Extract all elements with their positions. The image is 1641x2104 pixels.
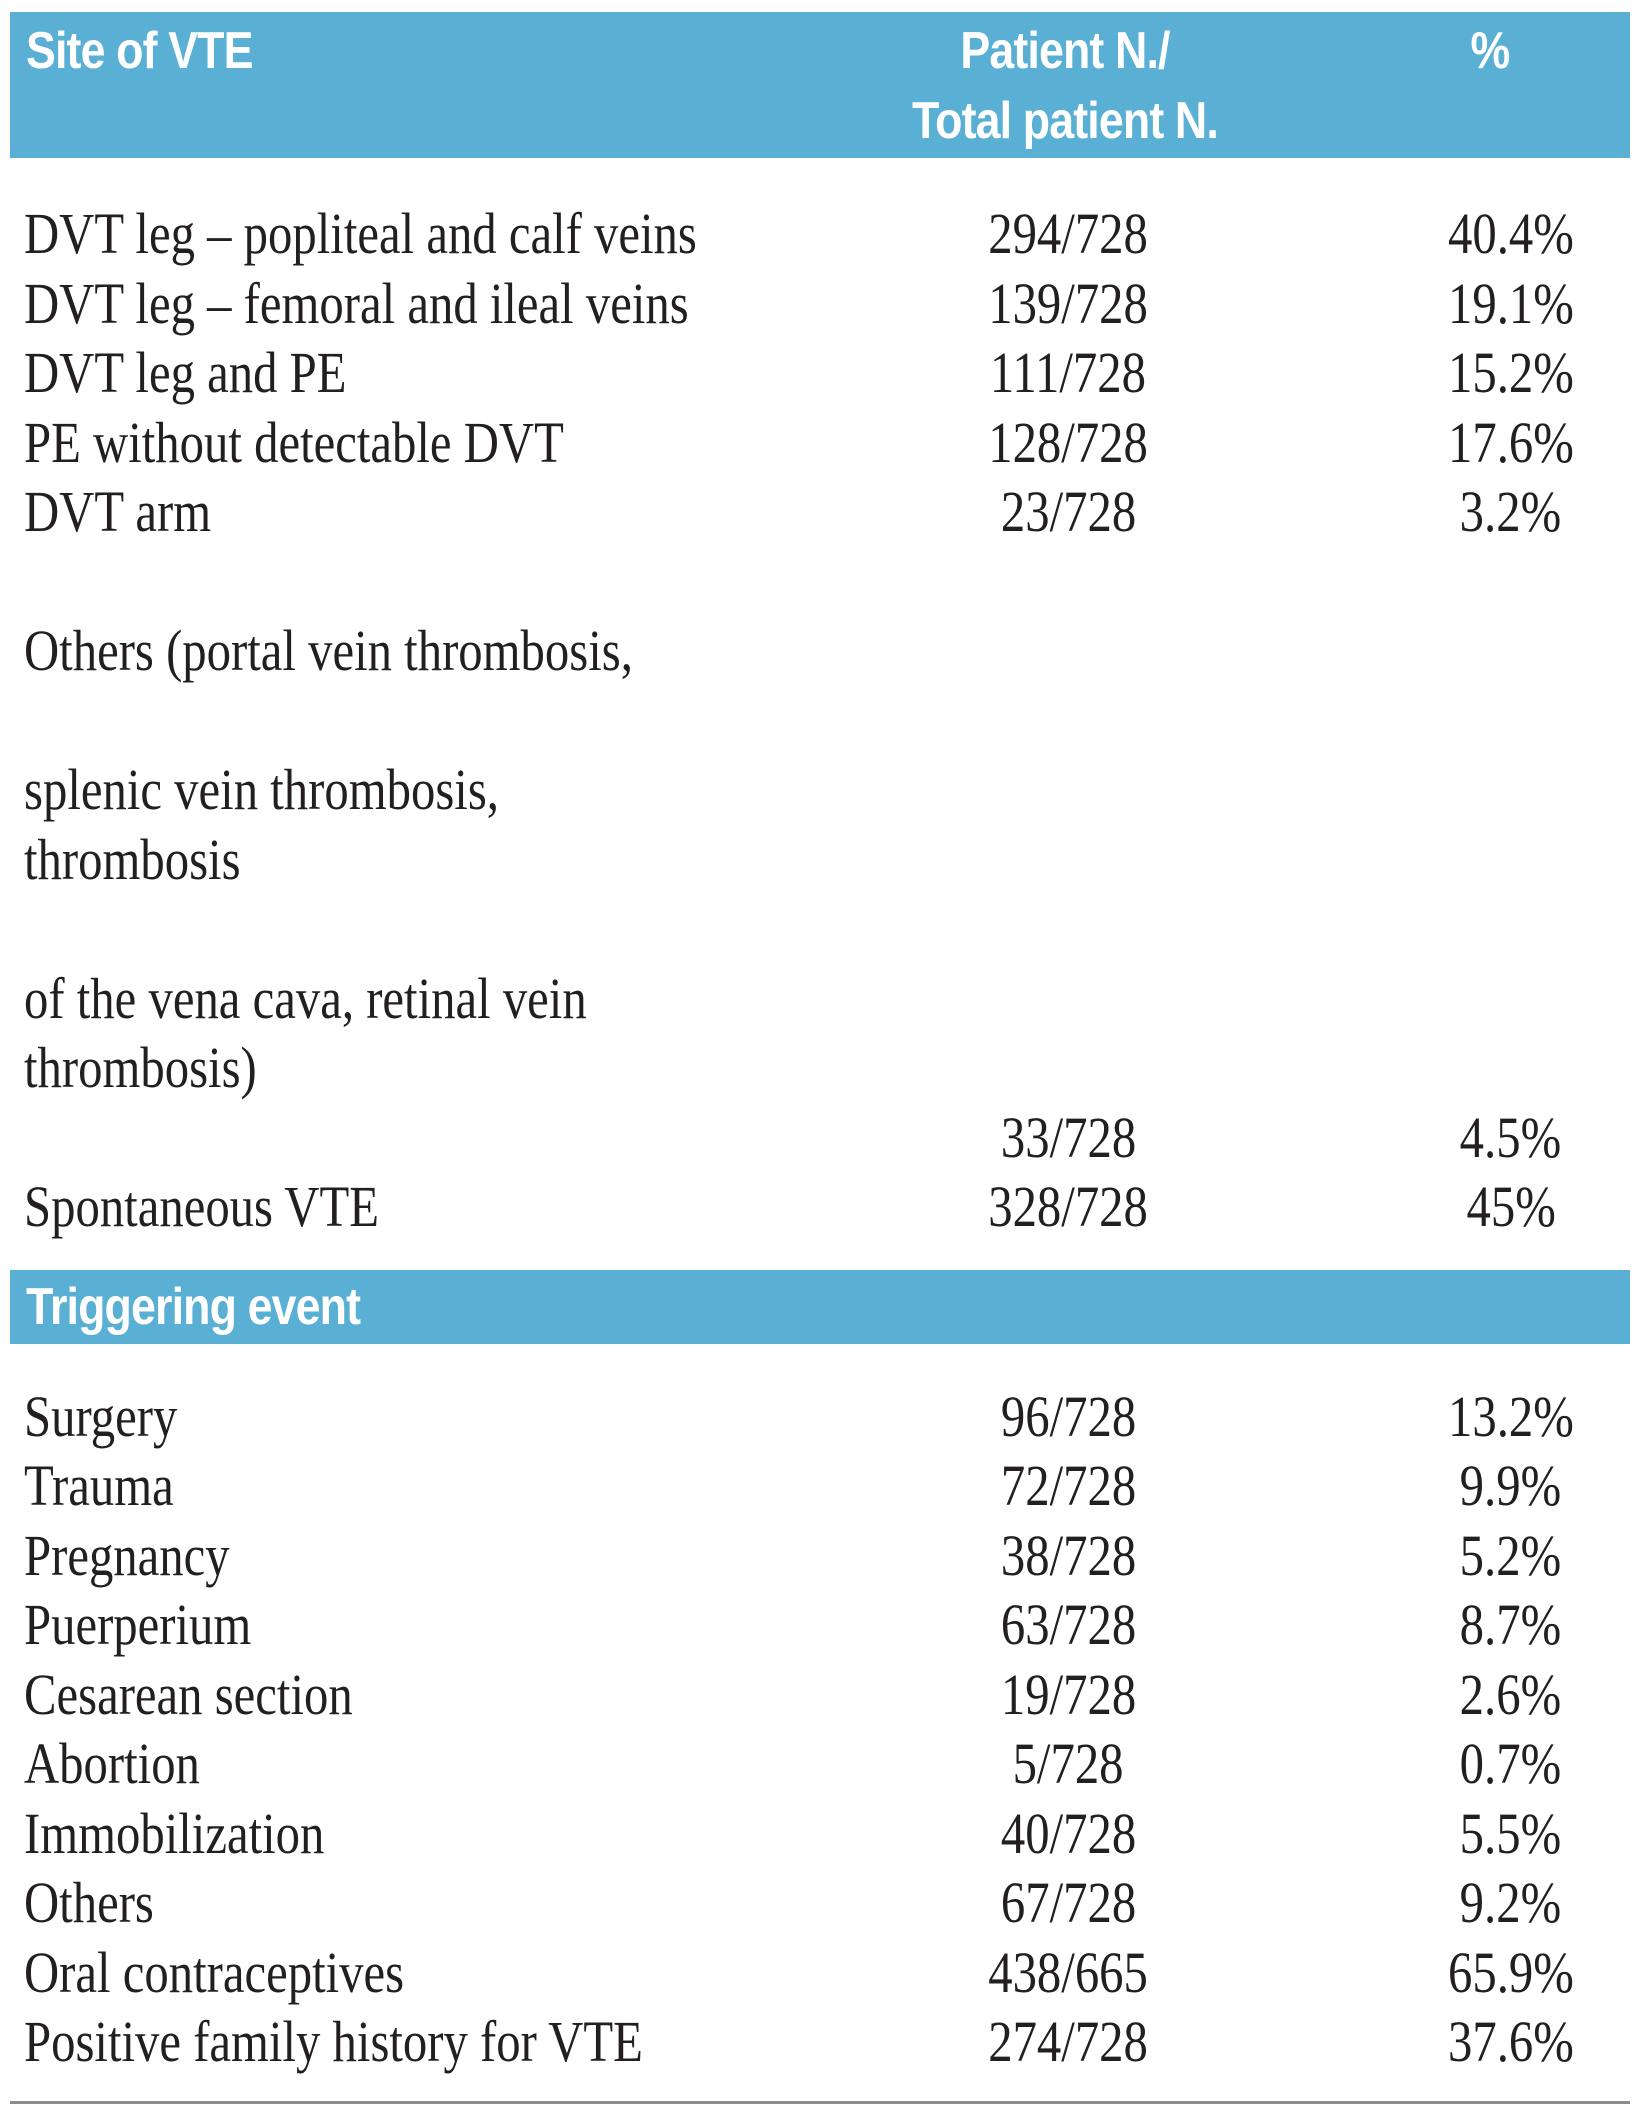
row-count: 38/728: [1000, 1522, 1136, 1588]
header-site-of-vte: Site of VTE: [26, 22, 253, 80]
row-label: Positive family history for VTE: [24, 2009, 643, 2074]
row-percent: 40.4%: [1447, 201, 1574, 266]
header-triggering-event: Triggering event: [26, 1277, 361, 1336]
row-percent: 37.6%: [1447, 2009, 1574, 2074]
table-bottom-rule: [10, 2100, 1630, 2104]
table-row: Others 67/728 9.2%: [10, 1868, 1630, 1938]
row-label-line: of the vena cava, retinal vein thrombosi…: [24, 965, 587, 1101]
row-count: 274/728: [988, 2009, 1148, 2074]
row-count: 96/728: [1000, 1383, 1136, 1449]
row-label: Surgery: [24, 1383, 178, 1449]
row-percent: 9.9%: [1460, 1453, 1562, 1518]
table-row: DVT leg – femoral and ileal veins 139/72…: [10, 269, 1630, 339]
row-label: Cesarean section: [24, 1661, 353, 1727]
table-row: Immobilization 40/728 5.5%: [10, 1799, 1630, 1869]
section-header-triggering-event: Triggering event: [10, 1269, 1630, 1344]
row-percent: 3.2%: [1460, 479, 1562, 544]
row-count: 19/728: [1000, 1661, 1136, 1727]
table-row: Cesarean section 19/728 2.6%: [10, 1660, 1630, 1730]
row-label: Immobilization: [24, 1800, 325, 1866]
header-patient-line2: Total patient N.: [912, 92, 1219, 150]
table-header: Site of VTE Patient N./ Total patient N.…: [10, 12, 1630, 158]
row-label: Spontaneous VTE: [24, 1174, 380, 1239]
row-count: 139/728: [988, 270, 1148, 336]
row-percent: 9.2%: [1460, 1870, 1562, 1935]
row-label: DVT leg – popliteal and calf veins: [24, 201, 697, 266]
header-percent: %: [1470, 22, 1511, 80]
row-label: Others (portal vein thrombosis, splenic …: [24, 547, 697, 1173]
row-label: DVT leg and PE: [24, 340, 347, 405]
row-count: 294/728: [988, 201, 1149, 266]
table-row: PE without detectable DVT 128/728 17.6%: [10, 408, 1630, 478]
row-count: 40/728: [1000, 1800, 1136, 1866]
row-label: PE without detectable DVT: [24, 409, 564, 475]
table-row: Puerperium 63/728 8.7%: [10, 1590, 1630, 1660]
row-label: Oral contraceptives: [24, 1939, 405, 2005]
row-count: 438/665: [988, 1939, 1148, 2005]
table-row: Pregnancy 38/728 5.2%: [10, 1521, 1630, 1591]
row-percent: 13.2%: [1447, 1383, 1574, 1449]
row-label: Abortion: [24, 1731, 200, 1796]
row-count: 111/728: [990, 340, 1147, 405]
row-count: 5/728: [1012, 1731, 1124, 1796]
row-count: 63/728: [1000, 1592, 1136, 1657]
table-row: Others (portal vein thrombosis, splenic …: [10, 547, 1630, 1173]
row-count: 128/728: [988, 409, 1148, 475]
row-count: 23/728: [1000, 479, 1136, 544]
row-percent: 15.2%: [1447, 340, 1574, 405]
row-percent: 0.7%: [1460, 1731, 1562, 1796]
trigger-rows: Surgery 96/728 13.2% Trauma 72/728 9.9% …: [10, 1344, 1630, 2101]
row-label: Others: [24, 1870, 154, 1935]
row-count: 33/728: [1000, 1104, 1136, 1170]
table-row: DVT leg and PE 111/728 15.2%: [10, 338, 1630, 408]
table-row: DVT arm 23/728 3.2%: [10, 477, 1630, 547]
row-label: Pregnancy: [24, 1522, 230, 1588]
row-label: Puerperium: [24, 1592, 252, 1657]
row-percent: 17.6%: [1447, 409, 1574, 475]
header-patient-count: Patient N./ Total patient N.: [880, 16, 1250, 156]
row-percent: 8.7%: [1460, 1592, 1562, 1657]
row-label: DVT arm: [24, 479, 212, 544]
row-percent: 4.5%: [1460, 1104, 1562, 1170]
row-count: 328/728: [988, 1174, 1148, 1239]
row-label-line: Others (portal vein thrombosis,: [24, 618, 633, 683]
vte-table: Site of VTE Patient N./ Total patient N.…: [10, 12, 1630, 2104]
table-row: DVT leg – popliteal and calf veins 294/7…: [10, 199, 1630, 269]
site-rows: DVT leg – popliteal and calf veins 294/7…: [10, 158, 1630, 1270]
table-row: Trauma 72/728 9.9%: [10, 1451, 1630, 1521]
table-row: Surgery 96/728 13.2%: [10, 1382, 1630, 1452]
row-label: Trauma: [24, 1453, 174, 1518]
row-percent: 5.2%: [1460, 1522, 1562, 1588]
table-row: Spontaneous VTE 328/728 45%: [10, 1172, 1630, 1242]
row-label-line: splenic vein thrombosis, thrombosis: [24, 757, 499, 892]
row-percent: 19.1%: [1447, 270, 1574, 336]
row-label: DVT leg – femoral and ileal veins: [24, 270, 689, 336]
row-percent: 65.9%: [1447, 1939, 1574, 2005]
row-count: 67/728: [1000, 1870, 1136, 1935]
row-percent: 2.6%: [1460, 1661, 1562, 1727]
table-row: Positive family history for VTE 274/728 …: [10, 2007, 1630, 2077]
table-row: Oral contraceptives 438/665 65.9%: [10, 1938, 1630, 2008]
row-percent: 45%: [1466, 1174, 1556, 1239]
row-count: 72/728: [1000, 1453, 1136, 1518]
header-patient-line1: Patient N./: [960, 22, 1170, 80]
table-row: Abortion 5/728 0.7%: [10, 1729, 1630, 1799]
row-percent: 5.5%: [1460, 1800, 1562, 1866]
